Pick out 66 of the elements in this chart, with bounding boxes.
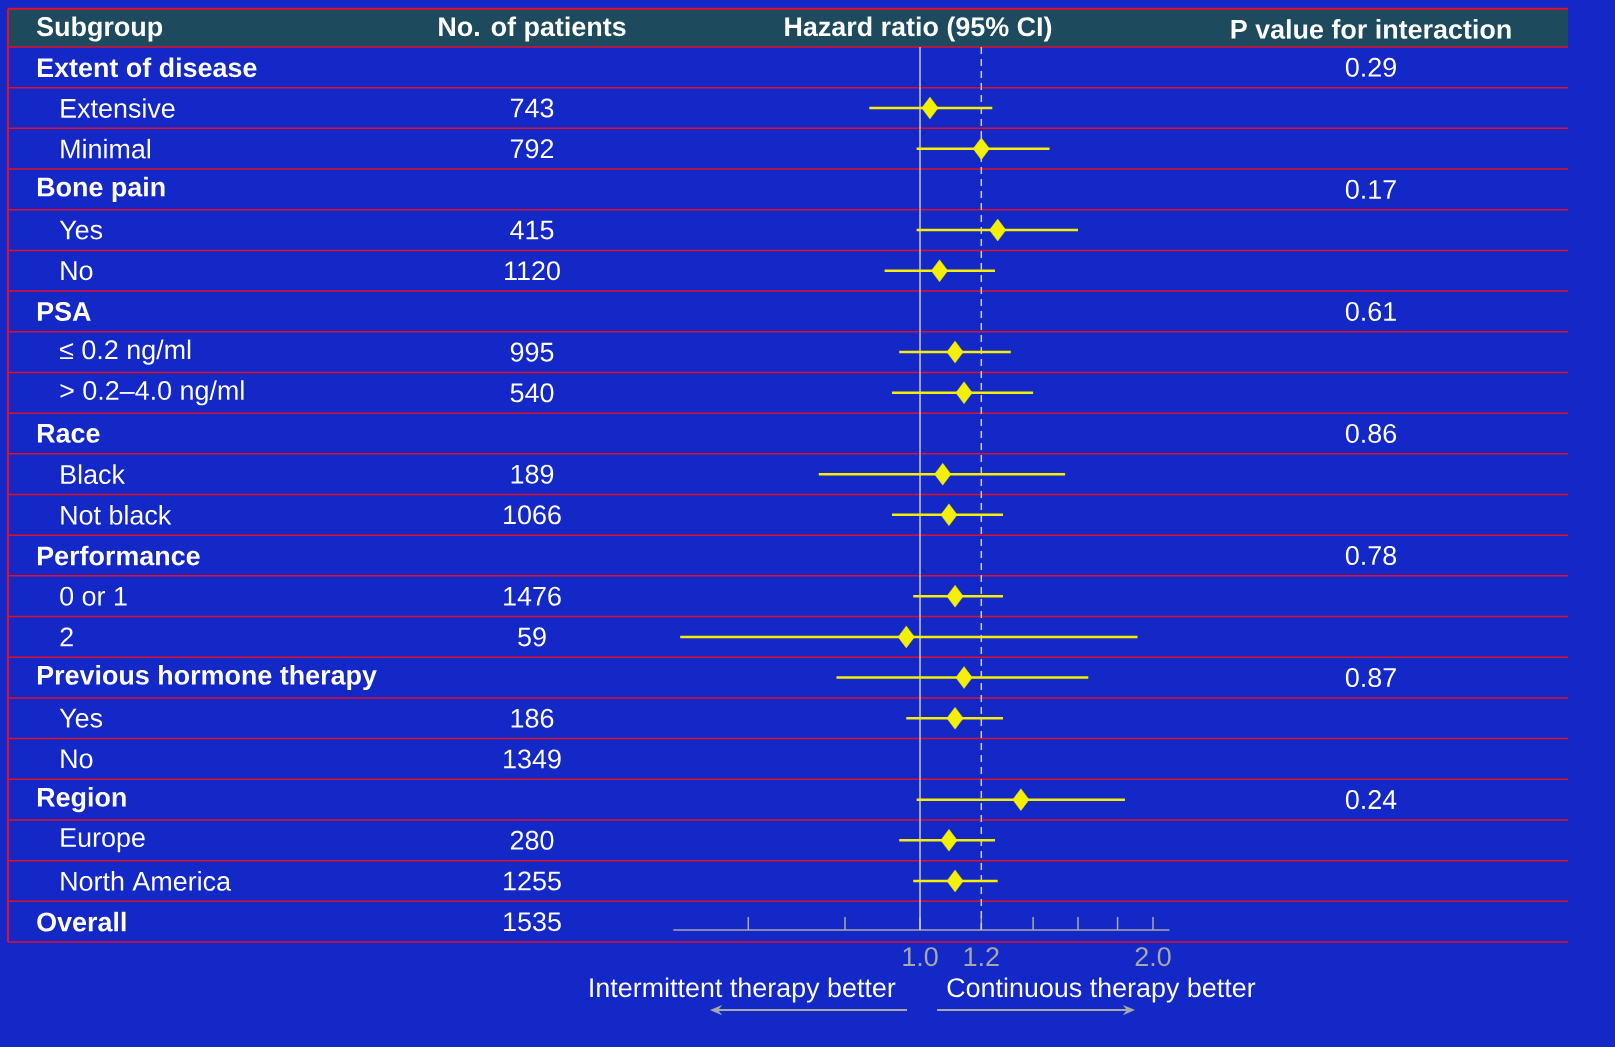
text: Intermittent therapy better bbox=[590, 977, 896, 1003]
data-label: 792 bbox=[510, 139, 554, 159]
category-label: Not black bbox=[61, 504, 172, 525]
point bbox=[955, 381, 973, 404]
data-label: 1535 bbox=[504, 912, 561, 932]
point bbox=[972, 137, 990, 160]
data-label: 59 bbox=[518, 627, 546, 647]
point bbox=[946, 869, 964, 893]
data-label: 1255 bbox=[504, 871, 561, 891]
data-label: 189 bbox=[511, 464, 554, 484]
category-label: > 0.2–4.0 ng/ml bbox=[60, 380, 244, 406]
text: No. of patients bbox=[439, 16, 626, 42]
point bbox=[946, 340, 964, 364]
category-label: No bbox=[61, 749, 93, 769]
text: Continuous therapy better bbox=[947, 977, 1256, 1003]
text: P value for interaction bbox=[1231, 19, 1511, 39]
category-label: Extensive bbox=[61, 98, 175, 118]
point bbox=[946, 585, 964, 608]
point bbox=[921, 96, 939, 120]
category-label: 0 or 1 bbox=[60, 586, 127, 606]
point bbox=[946, 707, 964, 730]
category-label: PSA bbox=[37, 301, 91, 321]
point bbox=[955, 666, 973, 689]
category-label: ≤ 0.2 ng/ml bbox=[59, 339, 191, 365]
data-label: 0.86 bbox=[1345, 423, 1397, 444]
chart-title: Hazard ratio (95% CI) bbox=[785, 16, 1052, 42]
x-tick-label: 1.2 bbox=[964, 947, 999, 966]
data-label: 1476 bbox=[504, 586, 561, 606]
data-label: 280 bbox=[510, 830, 554, 850]
data-label: 0.87 bbox=[1345, 668, 1396, 688]
x-tick-label: 2.0 bbox=[1135, 947, 1171, 967]
data-label: 0.24 bbox=[1345, 790, 1397, 810]
data-label: 1120 bbox=[505, 261, 560, 281]
data-label: 0.78 bbox=[1345, 546, 1397, 566]
category-label: Yes bbox=[59, 220, 103, 240]
point bbox=[940, 829, 958, 852]
data-label: 743 bbox=[510, 98, 554, 118]
category-label: Black bbox=[61, 464, 125, 485]
data-label: 186 bbox=[511, 708, 554, 728]
text: Subgroup bbox=[36, 16, 163, 42]
data-label: 415 bbox=[510, 220, 554, 240]
point bbox=[940, 503, 958, 527]
category-label: Yes bbox=[59, 708, 103, 728]
data-label: 540 bbox=[510, 383, 554, 403]
category-label: Extent of disease bbox=[37, 57, 257, 78]
category-label: Overall bbox=[37, 911, 126, 932]
point bbox=[931, 259, 949, 282]
data-label: 0.17 bbox=[1345, 179, 1396, 199]
category-label: Region bbox=[37, 787, 126, 813]
category-label: Bone pain bbox=[37, 176, 165, 202]
data-label: 1349 bbox=[504, 749, 561, 769]
category-label: 2 bbox=[60, 627, 73, 647]
data-label: 0.29 bbox=[1345, 57, 1396, 77]
data-label: 995 bbox=[510, 342, 554, 362]
category-label: Performance bbox=[37, 545, 200, 566]
category-label: Race bbox=[37, 424, 100, 443]
category-label: Previous hormone therapy bbox=[37, 665, 377, 691]
x-tick-label: 1.0 bbox=[903, 947, 938, 967]
point bbox=[934, 462, 952, 486]
category-label: North America bbox=[61, 871, 232, 891]
category-label: No bbox=[61, 261, 93, 281]
data-label: 1066 bbox=[504, 505, 561, 525]
category-label: Minimal bbox=[61, 138, 151, 159]
category-label: Europe bbox=[61, 828, 145, 853]
point bbox=[989, 218, 1007, 242]
data-label: 0.61 bbox=[1345, 301, 1396, 321]
